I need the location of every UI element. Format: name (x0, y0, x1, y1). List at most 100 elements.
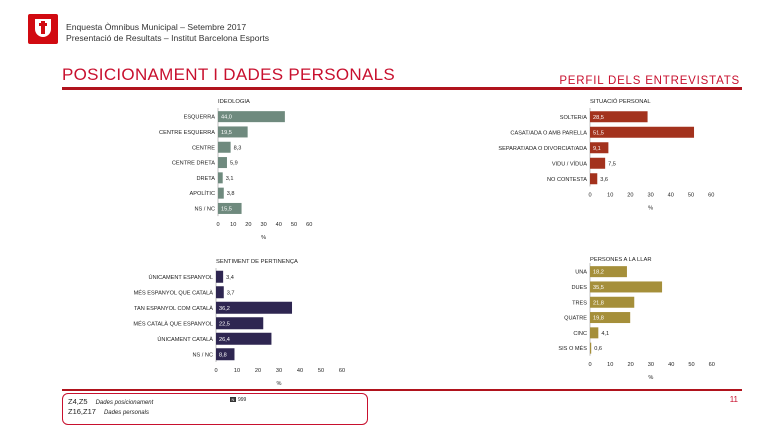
n-icon: N (230, 397, 236, 403)
data-label: 22,5 (219, 321, 230, 327)
sample-size-value: 999 (238, 397, 247, 403)
x-tick-label: 60 (306, 222, 312, 228)
data-label: 3,8 (227, 191, 235, 197)
x-tick-label: 40 (276, 222, 282, 228)
footer-desc: Dades personals (103, 410, 149, 416)
bar (590, 296, 635, 308)
x-tick-label: 30 (260, 222, 266, 228)
chart-title: SENTIMENT DE PERTINENÇA (216, 259, 298, 265)
category-label: DRETA (196, 176, 215, 182)
x-tick-label: 50 (291, 222, 297, 228)
data-label: 28,5 (593, 115, 604, 121)
bar (218, 187, 224, 199)
category-label: CENTRE (192, 145, 215, 151)
bar (218, 126, 248, 138)
data-label: 26,4 (219, 337, 230, 343)
data-label: 18,2 (593, 270, 604, 276)
x-tick-label: 20 (627, 193, 633, 199)
x-tick-label: 60 (708, 193, 714, 199)
chart-persones-llar: PERSONES A LA LLAR UNA 18,2 DUES 35,5 TRES 21,… (558, 257, 715, 381)
bar (590, 157, 606, 169)
category-label: QUATRE (564, 316, 587, 322)
bar (218, 141, 231, 153)
category-label: NO CONTESTA (547, 177, 587, 183)
category-label: TRES (572, 300, 587, 306)
x-tick-label: 0 (216, 222, 219, 228)
data-label: 5,9 (230, 161, 238, 167)
chart-title: SITUACIÓ PERSONAL (590, 98, 651, 105)
data-label: 15,5 (221, 206, 232, 212)
bar (216, 286, 224, 299)
bar (590, 327, 599, 339)
x-tick-label: 0 (588, 362, 591, 368)
category-label: APOLÍTIC (190, 190, 216, 197)
chart-title: PERSONES A LA LLAR (590, 257, 652, 263)
footer-box: Z4,Z5 Dades posicionament Z16,Z17 Dades pe… (62, 393, 368, 425)
category-label: SEPARAT/ADA O DIVORCIAT/ADA (498, 146, 587, 152)
bar (590, 173, 598, 185)
category-label: MÉS ESPANYOL QUE CATALÀ (134, 289, 214, 296)
data-label: 3,4 (226, 275, 234, 281)
x-tick-label: 50 (688, 362, 694, 368)
category-label: NS / NC (194, 206, 215, 212)
data-label: 7,5 (608, 161, 616, 167)
category-label: ÚNICAMENT CATALÀ (157, 336, 213, 343)
bar (590, 281, 663, 293)
bar (216, 270, 224, 283)
x-axis-label: % (277, 381, 282, 387)
bar (590, 312, 631, 324)
x-tick-label: 40 (297, 368, 303, 374)
x-tick-label: 20 (627, 362, 633, 368)
data-label: 21,8 (593, 300, 604, 306)
bar (590, 142, 609, 154)
bottom-divider (62, 389, 742, 391)
x-tick-label: 50 (318, 368, 324, 374)
chart-situacio-personal: SITUACIÓ PERSONAL SOLTER/A 28,5 CASAT/ADA O… (498, 98, 714, 212)
x-tick-label: 30 (276, 368, 282, 374)
bar (218, 172, 223, 184)
footer-desc: Dades posicionament (95, 400, 154, 406)
x-tick-label: 40 (668, 193, 674, 199)
x-tick-label: 10 (234, 368, 240, 374)
x-tick-label: 10 (230, 222, 236, 228)
footer-code: Z4,Z5 (68, 397, 88, 406)
x-axis-label: % (648, 206, 653, 212)
bar (590, 342, 592, 354)
x-tick-label: 20 (245, 222, 251, 228)
data-label: 4,1 (601, 331, 609, 337)
category-label: VIDU / VÍDUA (552, 160, 587, 167)
category-label: SOLTER/A (560, 115, 588, 121)
x-axis-label: % (648, 375, 653, 381)
footer-code: Z16,Z17 (68, 407, 96, 416)
bar (216, 332, 272, 345)
cross-bar (39, 23, 47, 26)
data-label: 3,6 (600, 177, 608, 183)
data-label: 8,8 (219, 352, 227, 358)
bar (218, 202, 242, 214)
x-tick-label: 10 (607, 193, 613, 199)
x-tick-label: 0 (214, 368, 217, 374)
chart-title: IDEOLOGIA (218, 99, 250, 105)
bar (216, 317, 264, 330)
category-label: ÚNICAMENT ESPANYOL (149, 274, 213, 281)
data-label: 44,0 (221, 115, 232, 121)
data-label: 36,2 (219, 306, 230, 312)
category-label: TAN ESPANYOL COM CATALÀ (134, 305, 213, 312)
section-title: PERFIL DELS ENTREVISTATS (559, 75, 740, 87)
bar (216, 348, 235, 361)
x-tick-label: 20 (255, 368, 261, 374)
x-tick-label: 60 (709, 362, 715, 368)
x-tick-label: 40 (668, 362, 674, 368)
category-label: SIS O MÉS (558, 345, 587, 352)
x-tick-label: 50 (688, 193, 694, 199)
page-title: POSICIONAMENT I DADES PERSONALS (62, 65, 396, 84)
bar (590, 126, 695, 138)
x-tick-label: 10 (607, 362, 613, 368)
category-label: CENTRE ESQUERRA (159, 130, 215, 136)
x-tick-label: 60 (339, 368, 345, 374)
cross-icon (41, 21, 45, 34)
data-label: 0,6 (594, 346, 602, 352)
sample-size: N 999 (230, 397, 246, 403)
data-label: 9,1 (593, 146, 601, 152)
x-tick-label: 30 (648, 362, 654, 368)
